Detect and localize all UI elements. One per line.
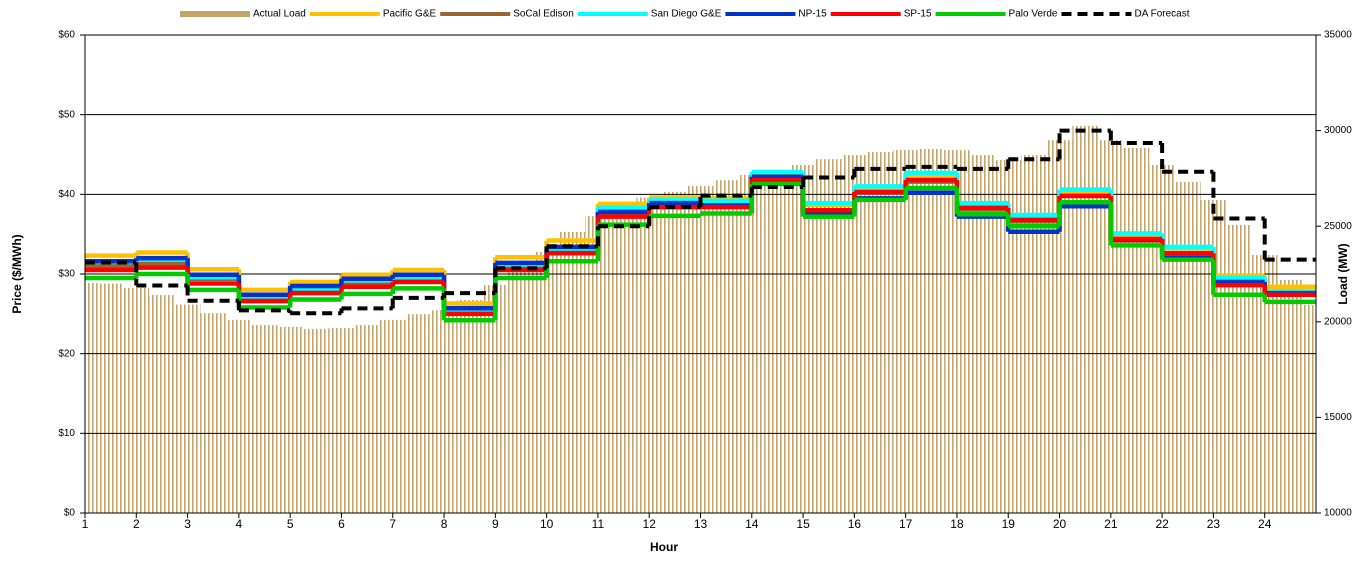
x-tick-label: 11 bbox=[592, 517, 605, 531]
load-bar bbox=[200, 313, 227, 513]
load-bar bbox=[636, 197, 663, 513]
load-bar bbox=[533, 252, 560, 513]
load-bar bbox=[1226, 225, 1252, 513]
y2-tick-label: 20000 bbox=[1324, 316, 1352, 327]
y-tick-label: $30 bbox=[58, 269, 75, 280]
legend: Actual Load Pacific G&E SoCal Edison San Di… bbox=[180, 9, 1190, 20]
load-bar bbox=[482, 285, 509, 513]
load-bar bbox=[662, 191, 688, 513]
y2-axis-title: Load (MW) bbox=[1336, 243, 1350, 304]
x-tick-label: 5 bbox=[287, 517, 294, 531]
load-bar bbox=[302, 329, 329, 513]
axes: $0 $10 $20 $30 $40 $50 $60 10000 15000 20000 25000… bbox=[58, 30, 1352, 532]
load-bar bbox=[174, 304, 201, 513]
x-tick-label: 20 bbox=[1053, 517, 1067, 531]
load-bar bbox=[1277, 279, 1304, 513]
load-bar bbox=[892, 150, 919, 513]
x-tick-label: 7 bbox=[389, 517, 396, 531]
load-bar bbox=[867, 152, 893, 513]
load-bar bbox=[738, 174, 765, 513]
load-bar bbox=[277, 326, 303, 513]
x-tick-label: 13 bbox=[694, 517, 708, 531]
x-tick-label: 3 bbox=[184, 517, 191, 531]
x-tick-label: 19 bbox=[1002, 517, 1016, 531]
load-bar bbox=[405, 314, 432, 513]
x-tick-label: 23 bbox=[1207, 517, 1221, 531]
x-tick-label: 2 bbox=[133, 517, 140, 531]
y2-tick-label: 30000 bbox=[1324, 125, 1352, 136]
load-bar bbox=[764, 169, 791, 513]
y2-tick-label: 25000 bbox=[1324, 221, 1352, 232]
legend-swatch bbox=[180, 11, 250, 17]
load-bar bbox=[85, 282, 98, 513]
y2-tick-label: 10000 bbox=[1324, 508, 1352, 519]
x-tick-label: 6 bbox=[338, 517, 345, 531]
y-tick-label: $40 bbox=[58, 189, 75, 200]
legend-label: San Diego G&E bbox=[651, 9, 722, 20]
load-bar bbox=[790, 165, 816, 513]
load-bar bbox=[713, 180, 739, 513]
x-tick-label: 8 bbox=[441, 517, 448, 531]
load-bar bbox=[1123, 147, 1150, 513]
load-bar bbox=[1174, 182, 1201, 513]
y-tick-label: $50 bbox=[58, 109, 75, 120]
x-tick-label: 22 bbox=[1155, 517, 1169, 531]
x-tick-label: 21 bbox=[1104, 517, 1118, 531]
load-bar bbox=[123, 287, 150, 513]
x-tick-label: 9 bbox=[492, 517, 499, 531]
load-bar bbox=[559, 231, 586, 513]
x-tick-label: 14 bbox=[745, 517, 759, 531]
lines bbox=[85, 128, 1316, 323]
load-bar bbox=[918, 148, 945, 513]
legend-label: Palo Verde bbox=[1009, 9, 1058, 20]
load-bar bbox=[354, 325, 380, 513]
load-bar bbox=[1021, 155, 1047, 513]
y-tick-label: $60 bbox=[58, 30, 75, 41]
x-tick-label: 10 bbox=[540, 517, 554, 531]
load-bar bbox=[508, 268, 534, 513]
x-tick-label: 4 bbox=[236, 517, 243, 531]
y2-tick-label: 35000 bbox=[1324, 30, 1352, 41]
load-bar bbox=[149, 295, 175, 513]
y-tick-label: $10 bbox=[58, 428, 75, 439]
y-axis-title: Price ($/MWh) bbox=[10, 234, 24, 313]
y2-tick-label: 15000 bbox=[1324, 412, 1352, 423]
load-bar bbox=[431, 310, 457, 513]
legend-label: Actual Load bbox=[253, 9, 306, 20]
load-bar bbox=[585, 216, 611, 513]
x-tick-label: 17 bbox=[899, 517, 913, 531]
x-tick-label: 16 bbox=[848, 517, 862, 531]
load-bar bbox=[1303, 304, 1316, 513]
load-bar bbox=[97, 283, 124, 513]
legend-label: SoCal Edison bbox=[513, 9, 574, 20]
legend-label: NP-15 bbox=[798, 9, 827, 20]
x-tick-label: 1 bbox=[82, 517, 89, 531]
series-line bbox=[85, 128, 1316, 316]
legend-label: SP-15 bbox=[904, 9, 932, 20]
load-bar bbox=[610, 205, 637, 513]
y-tick-label: $0 bbox=[64, 508, 76, 519]
load-bar bbox=[687, 186, 714, 513]
x-tick-label: 15 bbox=[796, 517, 810, 531]
x-tick-label: 24 bbox=[1258, 517, 1272, 531]
x-axis-title: Hour bbox=[650, 540, 678, 554]
load-bar bbox=[1149, 165, 1175, 513]
y-tick-label: $20 bbox=[58, 348, 75, 359]
load-bar bbox=[226, 319, 252, 513]
load-bar bbox=[328, 327, 355, 513]
load-bar bbox=[1072, 125, 1099, 513]
load-bar bbox=[251, 325, 278, 513]
legend-label: Pacific G&E bbox=[383, 9, 437, 20]
load-bar bbox=[456, 300, 483, 513]
legend-label: DA Forecast bbox=[1134, 9, 1189, 20]
load-bar bbox=[379, 319, 406, 513]
x-tick-label: 18 bbox=[950, 517, 964, 531]
x-tick-label: 12 bbox=[643, 517, 657, 531]
